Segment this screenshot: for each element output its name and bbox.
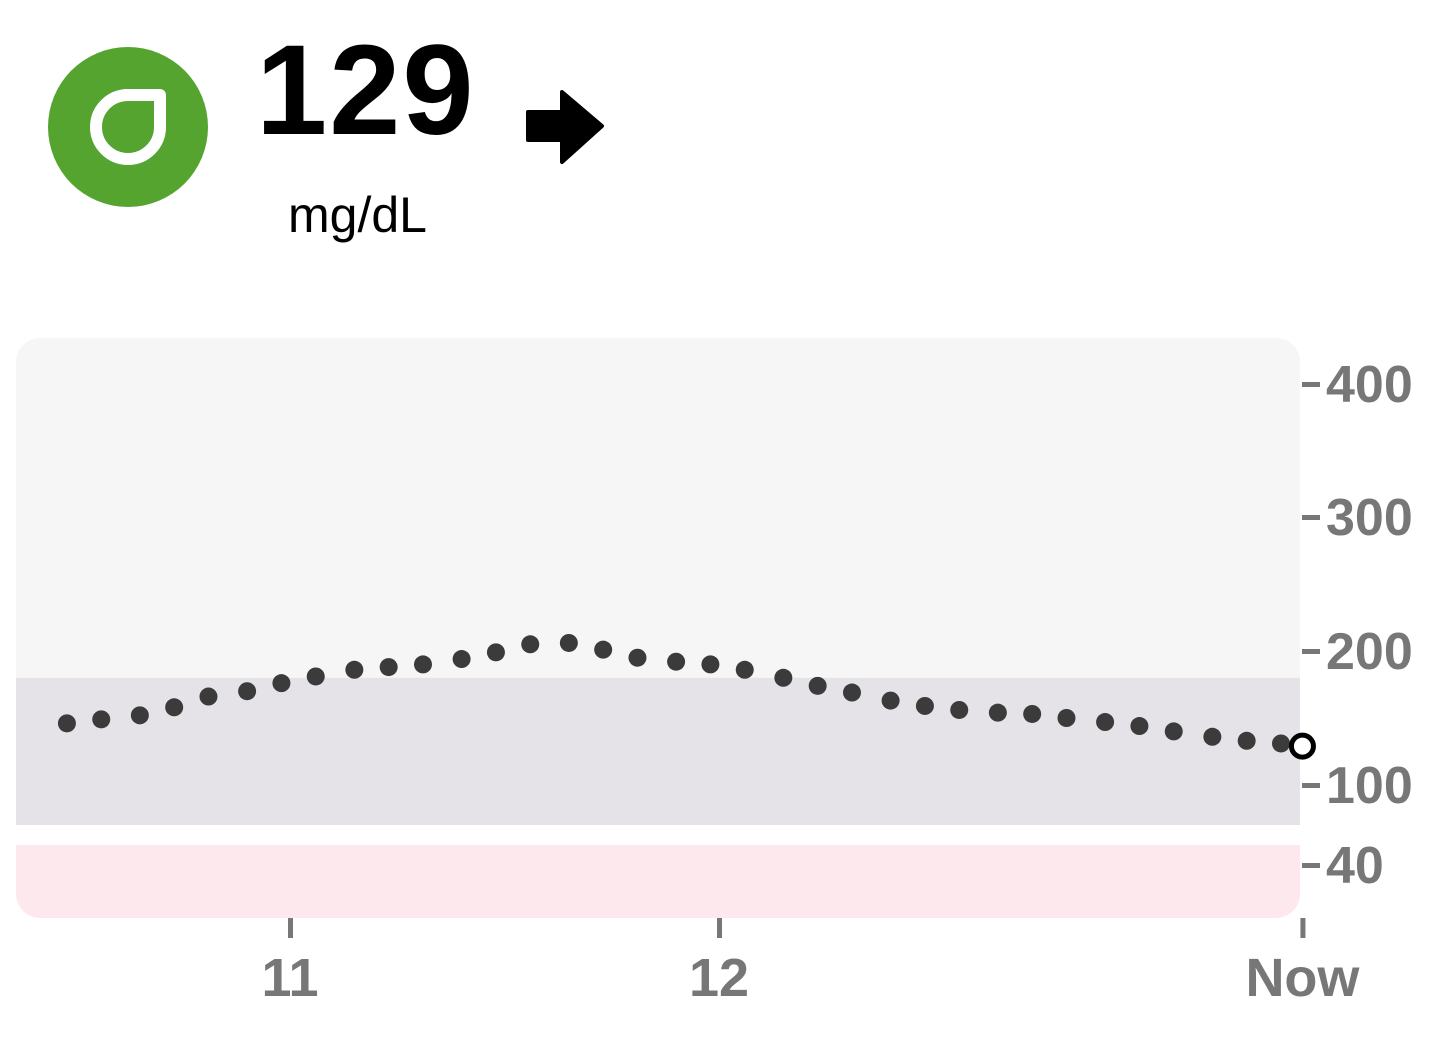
high-zone bbox=[16, 338, 1300, 678]
current-reading-point bbox=[1288, 732, 1316, 760]
y-tick-mark bbox=[1302, 382, 1320, 387]
sensor-drop-icon[interactable] bbox=[48, 47, 208, 207]
glucose-point bbox=[667, 652, 686, 671]
glucose-point bbox=[238, 682, 257, 701]
y-tick-mark bbox=[1302, 649, 1320, 654]
glucose-unit: mg/dL bbox=[288, 187, 427, 243]
y-axis: 400 300 200 100 40 bbox=[1302, 356, 1413, 895]
y-tick-mark bbox=[1302, 863, 1320, 868]
glucose-point bbox=[1023, 704, 1042, 723]
x-tick-label: 11 bbox=[261, 948, 318, 1008]
y-tick-mark bbox=[1302, 783, 1320, 788]
y-tick-label: 300 bbox=[1326, 489, 1413, 547]
glucose-point bbox=[345, 660, 364, 679]
glucose-point bbox=[1096, 713, 1115, 732]
glucose-chart: 400 300 200 100 40 11 12 Now bbox=[16, 338, 1413, 1008]
glucose-value: 129 bbox=[256, 19, 476, 162]
x-tick-label: 12 bbox=[689, 948, 749, 1008]
y-tick-mark bbox=[1302, 515, 1320, 520]
arrow-right-icon bbox=[526, 90, 604, 164]
glucose-point bbox=[57, 714, 76, 733]
glucose-point bbox=[1130, 717, 1149, 736]
glucose-point bbox=[165, 698, 184, 717]
y-tick-label: 40 bbox=[1326, 837, 1384, 895]
glucose-point bbox=[559, 633, 578, 652]
glucose-points bbox=[57, 633, 1316, 760]
glucose-point bbox=[735, 660, 754, 679]
glucose-point bbox=[199, 687, 218, 706]
target-range-band bbox=[16, 677, 1300, 825]
glucose-point bbox=[130, 706, 149, 725]
x-axis: 11 12 Now bbox=[261, 918, 1360, 1008]
glucose-point bbox=[92, 710, 111, 729]
low-zone bbox=[16, 845, 1300, 918]
x-tick-mark bbox=[288, 918, 293, 938]
glucose-point bbox=[486, 643, 505, 662]
glucose-point bbox=[881, 691, 900, 710]
glucose-point bbox=[774, 668, 793, 687]
x-tick-mark bbox=[717, 918, 722, 938]
glucose-point bbox=[701, 655, 720, 674]
glucose-point bbox=[1271, 734, 1290, 753]
glucose-point bbox=[594, 640, 613, 659]
y-tick-label: 200 bbox=[1326, 623, 1413, 681]
x-tick-label: Now bbox=[1245, 948, 1360, 1008]
glucose-point bbox=[842, 683, 861, 702]
glucose-point bbox=[379, 658, 398, 677]
glucose-point bbox=[1057, 709, 1076, 727]
glucose-point bbox=[521, 635, 540, 654]
y-tick-label: 100 bbox=[1326, 757, 1413, 815]
glucose-point bbox=[628, 648, 647, 667]
glucose-point bbox=[272, 674, 291, 693]
reading-header: 129 mg/dL bbox=[0, 0, 1439, 300]
glucose-point bbox=[808, 676, 827, 695]
glucose-point bbox=[1164, 722, 1183, 741]
glucose-point bbox=[306, 667, 325, 686]
glucose-point bbox=[1237, 731, 1256, 750]
glucose-point bbox=[1203, 727, 1222, 746]
glucose-point bbox=[988, 703, 1007, 722]
glucose-point bbox=[950, 700, 969, 719]
glucose-point bbox=[413, 655, 432, 674]
glucose-point bbox=[452, 650, 471, 669]
glucose-point bbox=[915, 696, 934, 715]
y-tick-label: 400 bbox=[1326, 356, 1413, 414]
x-tick-mark bbox=[1300, 918, 1306, 938]
